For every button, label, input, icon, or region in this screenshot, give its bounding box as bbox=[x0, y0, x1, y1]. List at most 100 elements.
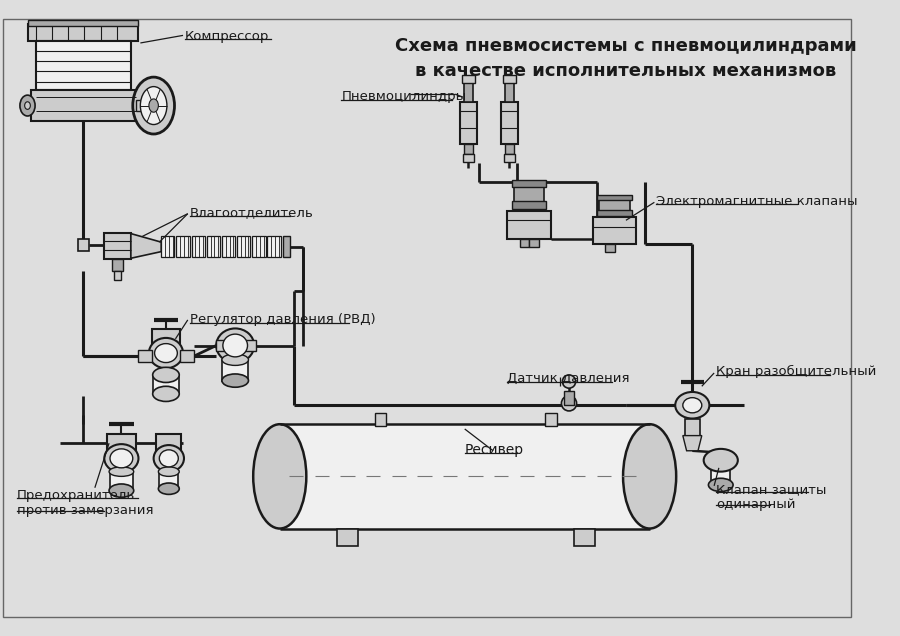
Bar bbox=[157, 434, 181, 453]
Ellipse shape bbox=[216, 328, 254, 363]
Bar bbox=[545, 413, 557, 426]
Text: Кран разобщительный: Кран разобщительный bbox=[716, 366, 877, 378]
Bar bbox=[104, 233, 130, 259]
Ellipse shape bbox=[104, 444, 139, 473]
Bar bbox=[500, 102, 518, 144]
Bar bbox=[598, 195, 632, 200]
Bar bbox=[29, 24, 138, 41]
Bar bbox=[598, 210, 632, 216]
Bar bbox=[512, 202, 546, 209]
Bar bbox=[107, 434, 136, 453]
Bar bbox=[462, 75, 475, 83]
Bar bbox=[77, 239, 89, 251]
Ellipse shape bbox=[623, 424, 676, 529]
Text: Ресивер: Ресивер bbox=[464, 443, 524, 457]
Bar bbox=[685, 418, 700, 436]
Polygon shape bbox=[130, 233, 161, 258]
Bar bbox=[283, 237, 290, 258]
Bar bbox=[222, 237, 235, 258]
Ellipse shape bbox=[704, 449, 738, 472]
Ellipse shape bbox=[155, 343, 177, 363]
Bar bbox=[605, 244, 615, 252]
Bar bbox=[29, 20, 138, 26]
Ellipse shape bbox=[158, 467, 179, 476]
Bar bbox=[192, 237, 205, 258]
Bar bbox=[112, 259, 123, 270]
Ellipse shape bbox=[109, 467, 134, 476]
Bar bbox=[180, 350, 194, 362]
Bar bbox=[267, 237, 281, 258]
Ellipse shape bbox=[222, 354, 248, 366]
Bar bbox=[138, 350, 152, 362]
Ellipse shape bbox=[253, 424, 306, 529]
Bar bbox=[207, 237, 220, 258]
Ellipse shape bbox=[683, 398, 702, 413]
Ellipse shape bbox=[158, 483, 179, 494]
Bar bbox=[505, 144, 514, 154]
Bar bbox=[529, 239, 539, 247]
Bar bbox=[460, 102, 477, 144]
Bar bbox=[176, 237, 190, 258]
Bar bbox=[136, 100, 147, 111]
Bar bbox=[574, 529, 595, 546]
Text: Регулятор давления (РВД): Регулятор давления (РВД) bbox=[190, 314, 375, 326]
Bar bbox=[337, 529, 357, 546]
Text: Предохранитель
против замерзания: Предохранитель против замерзания bbox=[17, 488, 154, 516]
Ellipse shape bbox=[148, 338, 183, 368]
Bar bbox=[519, 239, 529, 247]
Bar bbox=[505, 81, 514, 102]
Bar bbox=[599, 197, 630, 214]
Bar bbox=[711, 470, 730, 485]
Ellipse shape bbox=[140, 86, 166, 125]
Bar bbox=[508, 211, 551, 239]
Ellipse shape bbox=[153, 368, 179, 382]
Ellipse shape bbox=[110, 449, 133, 468]
Bar bbox=[464, 144, 473, 154]
Ellipse shape bbox=[562, 396, 577, 411]
Bar bbox=[242, 340, 256, 351]
Ellipse shape bbox=[708, 478, 734, 492]
Bar bbox=[280, 424, 650, 529]
Bar bbox=[216, 340, 230, 351]
Bar bbox=[113, 270, 122, 280]
Bar bbox=[463, 154, 474, 162]
Polygon shape bbox=[683, 436, 702, 451]
Bar bbox=[374, 413, 386, 426]
Bar bbox=[153, 375, 179, 394]
Ellipse shape bbox=[109, 484, 134, 497]
Bar bbox=[32, 90, 136, 121]
Ellipse shape bbox=[675, 392, 709, 418]
Text: Схема пневмосистемы с пневмоцилиндрами: Схема пневмосистемы с пневмоцилиндрами bbox=[395, 38, 857, 55]
Text: Компрессор: Компрессор bbox=[184, 30, 269, 43]
Ellipse shape bbox=[24, 102, 31, 109]
Text: Электромагнитные клапаны: Электромагнитные клапаны bbox=[656, 195, 858, 208]
Bar bbox=[688, 436, 697, 447]
Text: Датчик давления: Датчик давления bbox=[508, 372, 630, 385]
Ellipse shape bbox=[154, 445, 184, 472]
Ellipse shape bbox=[159, 450, 178, 467]
Ellipse shape bbox=[562, 375, 576, 388]
Text: Пневмоцилиндры: Пневмоцилиндры bbox=[341, 90, 466, 104]
Ellipse shape bbox=[223, 334, 248, 357]
Bar bbox=[110, 472, 133, 490]
Bar bbox=[504, 154, 515, 162]
Bar bbox=[564, 391, 574, 405]
Ellipse shape bbox=[133, 77, 175, 134]
Ellipse shape bbox=[20, 95, 35, 116]
Bar bbox=[159, 472, 178, 488]
Bar bbox=[36, 41, 130, 90]
Bar bbox=[593, 218, 636, 244]
Ellipse shape bbox=[222, 374, 248, 387]
Bar bbox=[464, 81, 473, 102]
Text: Клапан защиты
одинарный: Клапан защиты одинарный bbox=[716, 483, 826, 511]
Bar bbox=[514, 183, 544, 204]
Bar bbox=[252, 237, 266, 258]
Bar bbox=[237, 237, 250, 258]
Ellipse shape bbox=[153, 386, 179, 401]
Text: Влагоотделитель: Влагоотделитель bbox=[190, 206, 313, 219]
Bar bbox=[502, 75, 516, 83]
Text: в качестве исполнительных механизмов: в качестве исполнительных механизмов bbox=[415, 62, 836, 80]
Bar bbox=[222, 360, 248, 380]
Bar bbox=[512, 179, 546, 187]
Bar bbox=[152, 329, 180, 347]
